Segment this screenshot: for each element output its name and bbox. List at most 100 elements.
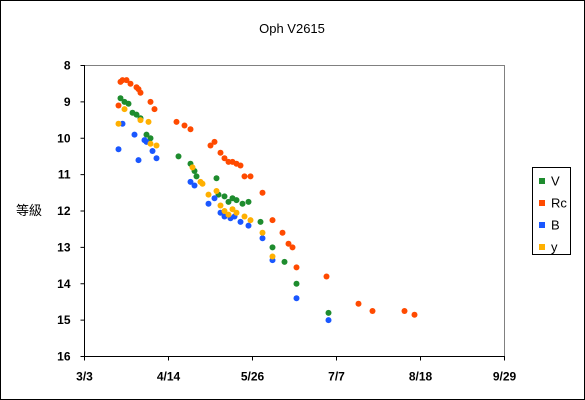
legend-label-b: B	[551, 218, 560, 233]
data-point-y	[259, 229, 266, 236]
y-tick-label: 12	[57, 204, 71, 218]
data-point-rc	[411, 311, 418, 318]
chart-title: Oph V2615	[259, 21, 325, 36]
y-tick-label: 10	[57, 131, 71, 145]
data-point-rc	[221, 155, 228, 162]
data-point-y	[269, 253, 276, 260]
series-y	[115, 106, 276, 260]
legend-marker-rc	[539, 200, 545, 206]
legend: V Rc By	[532, 167, 571, 255]
data-point-v	[239, 200, 246, 207]
data-point-b	[259, 235, 266, 242]
data-point-rc	[137, 89, 144, 96]
data-point-b	[205, 200, 212, 207]
data-point-b	[191, 182, 198, 189]
legend-label-y: y	[551, 240, 558, 255]
data-point-v	[147, 135, 154, 142]
x-tick-label: 4/14	[157, 370, 181, 384]
legend-box	[532, 167, 571, 255]
y-tick-label: 13	[57, 240, 71, 254]
data-point-y	[121, 106, 128, 113]
x-tick-label: 3/3	[76, 370, 93, 384]
data-point-v	[225, 198, 232, 205]
data-point-rc	[173, 118, 180, 125]
y-tick-label: 9	[64, 95, 71, 109]
data-point-v	[193, 173, 200, 180]
data-point-rc	[151, 106, 158, 113]
data-point-v	[233, 197, 240, 204]
data-point-y	[229, 206, 236, 213]
data-point-b	[131, 131, 138, 138]
data-point-y	[115, 120, 122, 127]
x-axis-ticks: 3/3 4/14 5/26 7/7 8/18 9/29	[76, 356, 517, 384]
data-point-y	[233, 209, 240, 216]
data-point-b	[135, 157, 142, 164]
data-point-b	[149, 148, 156, 154]
y-axis-label: 等級	[16, 203, 42, 218]
data-point-b	[245, 222, 252, 229]
legend-label-rc: Rc	[551, 196, 567, 211]
y-axis-ticks: 8 9 10 11 12 13 14 15 16	[57, 59, 85, 364]
data-point-rc	[355, 300, 362, 307]
data-point-rc	[293, 264, 300, 271]
data-point-b	[153, 155, 160, 162]
series-rc	[115, 77, 418, 318]
data-point-v	[325, 309, 332, 316]
data-point-rc	[269, 217, 276, 224]
data-point-b	[293, 295, 300, 302]
data-point-rc	[217, 149, 224, 156]
data-point-rc	[211, 138, 218, 145]
data-point-y	[213, 188, 220, 194]
data-point-v	[257, 218, 264, 225]
data-point-v	[281, 258, 288, 265]
data-point-y	[221, 208, 228, 214]
data-point-rc	[289, 244, 296, 251]
data-point-y	[225, 211, 232, 218]
legend-label-v: V	[551, 174, 560, 189]
data-point-rc	[115, 102, 122, 109]
x-tick-label: 5/26	[241, 370, 265, 384]
data-point-v	[143, 131, 150, 138]
data-point-rc	[323, 273, 330, 280]
data-point-b	[237, 218, 244, 225]
data-point-y	[205, 191, 212, 198]
data-point-b	[325, 317, 332, 324]
y-tick-label: 8	[64, 59, 71, 73]
data-point-rc	[187, 126, 194, 133]
data-point-y	[199, 180, 206, 187]
legend-marker-y	[539, 244, 545, 250]
data-point-rc	[401, 308, 408, 314]
data-point-rc	[247, 173, 254, 180]
data-point-b	[187, 178, 194, 185]
data-point-rc	[207, 142, 214, 149]
data-point-y	[247, 217, 254, 224]
data-point-rc	[259, 189, 266, 196]
data-point-v	[125, 100, 132, 107]
data-point-rc	[285, 240, 292, 247]
data-point-y	[145, 118, 152, 125]
data-point-rc	[127, 80, 134, 87]
data-point-b	[211, 195, 218, 202]
data-point-v	[213, 175, 220, 182]
data-point-v	[245, 198, 252, 205]
x-tick-label: 8/18	[409, 370, 433, 384]
x-tick-label: 9/29	[493, 370, 517, 384]
y-tick-label: 14	[57, 277, 71, 291]
series-b	[115, 120, 332, 324]
data-point-y	[137, 117, 144, 124]
data-point-rc	[241, 173, 248, 180]
data-point-v	[221, 193, 228, 200]
data-point-v	[117, 95, 124, 102]
data-point-y	[241, 213, 248, 220]
data-point-rc	[279, 229, 286, 236]
data-point-rc	[147, 98, 154, 105]
data-point-y	[147, 140, 154, 147]
data-point-v	[175, 153, 182, 160]
plot-area	[84, 65, 505, 357]
data-point-rc	[123, 77, 130, 84]
data-points	[115, 77, 418, 324]
data-point-y	[189, 164, 196, 171]
data-point-y	[217, 202, 224, 209]
